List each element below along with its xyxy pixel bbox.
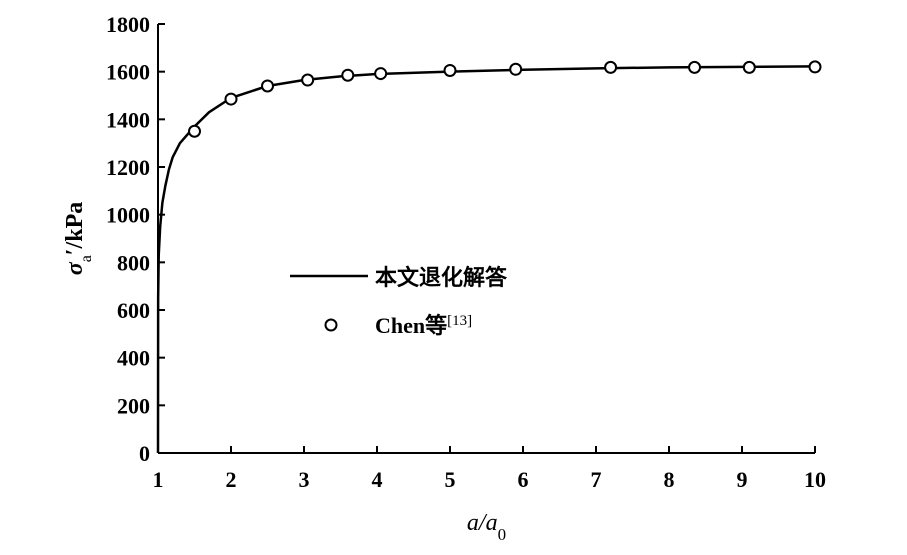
x-tick-label: 6 — [518, 467, 529, 492]
y-tick-label: 1400 — [106, 107, 150, 132]
series-line-path — [156, 65, 816, 454]
y-tick-label: 400 — [117, 346, 150, 371]
y-tick-label: 1600 — [106, 60, 150, 85]
x-tick-label: 1 — [153, 467, 164, 492]
data-point — [443, 63, 457, 77]
y-tick-label: 1000 — [106, 203, 150, 228]
legend-marker-swatch — [324, 318, 338, 332]
data-point — [188, 124, 201, 138]
x-tick-label: 10 — [804, 467, 826, 492]
data-point — [742, 60, 756, 74]
y-tick-label: 1200 — [106, 155, 150, 180]
line-series — [156, 65, 816, 454]
x-tick-label: 5 — [445, 467, 456, 492]
data-point — [301, 73, 315, 87]
x-tick-label: 9 — [737, 467, 748, 492]
axes: 0 200 400 600 800 1000 1200 1400 1600 1800 1 2 3 4 5 6 7… — [62, 12, 826, 544]
data-point — [604, 60, 618, 74]
x-tick-label: 7 — [591, 467, 602, 492]
marker-series — [188, 60, 822, 138]
x-axis-title: a/a0 — [467, 510, 506, 544]
y-tick-label: 0 — [139, 441, 150, 466]
data-point — [224, 92, 238, 106]
y-tick-label: 200 — [117, 393, 150, 418]
y-axis-title-group: σa′/kPa — [62, 202, 95, 275]
data-point — [261, 79, 274, 93]
x-tick-label: 2 — [226, 467, 237, 492]
data-point — [509, 62, 523, 76]
x-tick-label: 4 — [372, 467, 383, 492]
x-tick-label: 8 — [664, 467, 675, 492]
data-point — [808, 60, 822, 74]
legend-label-line: 本文退化解答 — [375, 265, 508, 290]
data-point — [374, 67, 388, 81]
legend: 本文退化解答 Chen等[13] — [290, 265, 508, 338]
y-tick-label: 1800 — [106, 12, 150, 37]
y-tick-label: 600 — [117, 298, 150, 323]
x-tick-label: 3 — [299, 467, 310, 492]
y-tick-label: 800 — [117, 250, 150, 275]
y-axis-title: σa′/kPa — [62, 202, 95, 275]
data-point — [341, 68, 355, 82]
data-point — [688, 60, 702, 74]
legend-label-markers: Chen等[13] — [375, 313, 472, 338]
